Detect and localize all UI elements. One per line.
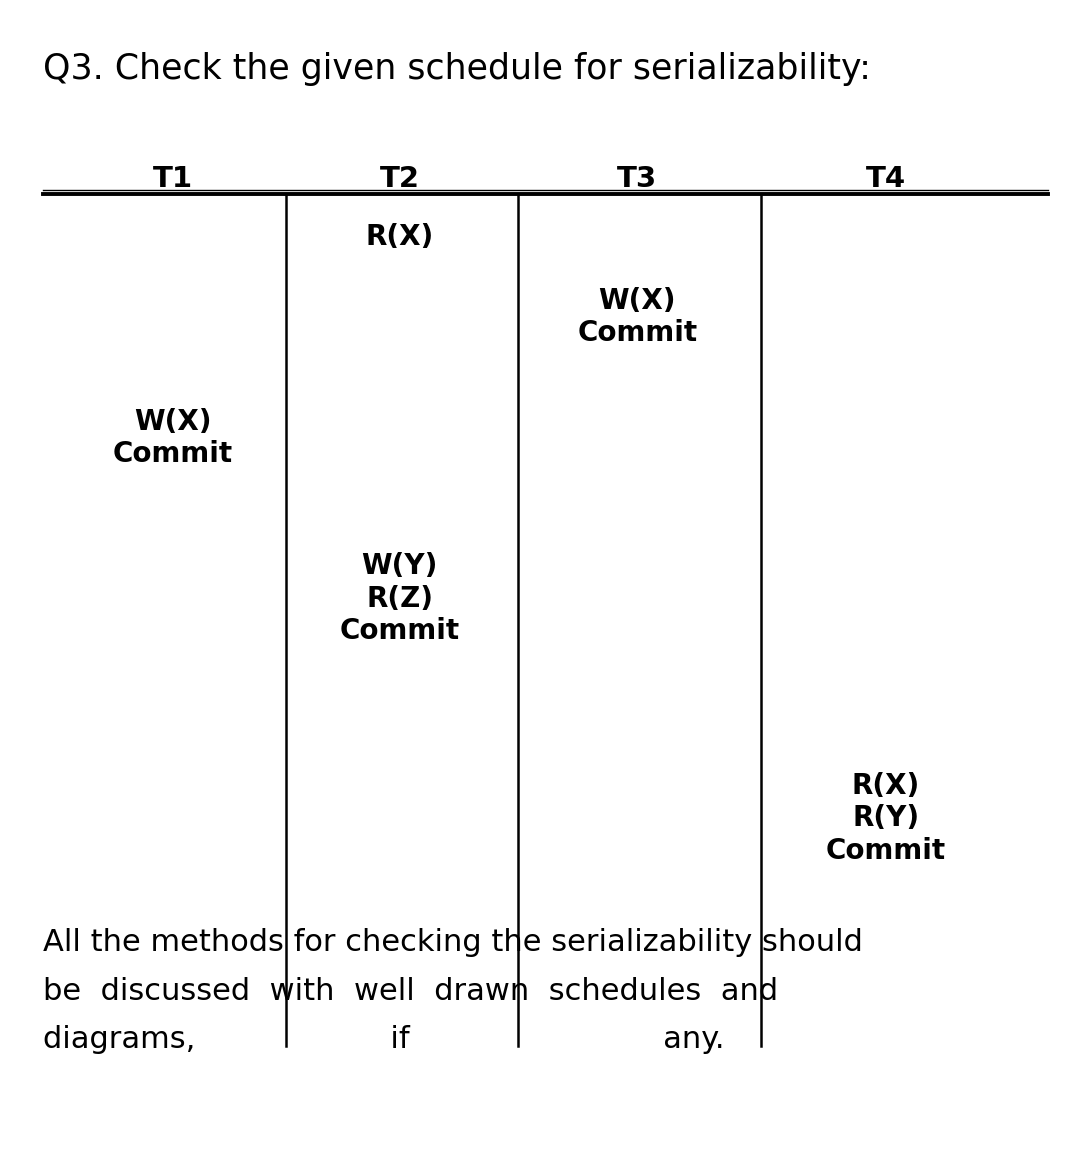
Text: R(X): R(X) [365, 223, 434, 251]
Text: R(Y): R(Y) [852, 805, 919, 832]
Text: T1: T1 [152, 165, 193, 193]
Text: Commit: Commit [825, 837, 946, 865]
Text: T3: T3 [617, 165, 658, 193]
Text: W(Y): W(Y) [362, 553, 437, 580]
Text: T4: T4 [865, 165, 906, 193]
Text: T2: T2 [379, 165, 420, 193]
Text: W(X): W(X) [134, 408, 212, 436]
Text: Commit: Commit [577, 319, 698, 347]
Text: All the methods for checking the serializability should: All the methods for checking the seriali… [43, 928, 863, 957]
Text: R(X): R(X) [851, 772, 920, 800]
Text: Q3. Check the given schedule for serializability:: Q3. Check the given schedule for seriali… [43, 52, 872, 86]
Text: Commit: Commit [112, 440, 233, 468]
Text: be  discussed  with  well  drawn  schedules  and: be discussed with well drawn schedules a… [43, 977, 779, 1006]
Text: W(X): W(X) [598, 287, 676, 314]
Text: R(Z): R(Z) [366, 585, 433, 613]
Text: Commit: Commit [339, 617, 460, 645]
Text: diagrams,                    if                          any.: diagrams, if any. [43, 1025, 725, 1054]
